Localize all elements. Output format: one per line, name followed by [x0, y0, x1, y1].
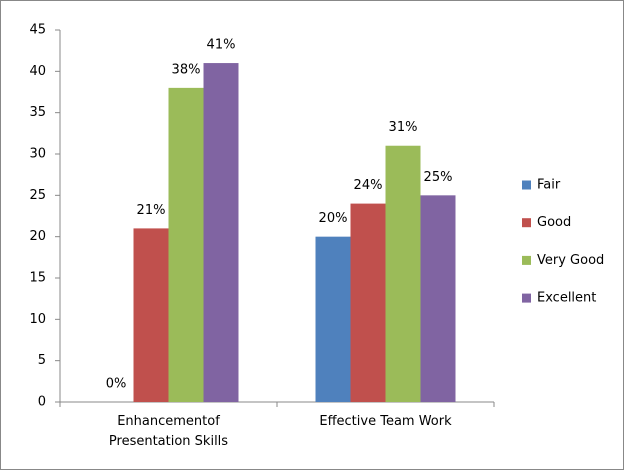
data-label: 24% — [354, 178, 383, 193]
legend-label: Good — [537, 215, 571, 230]
data-label: 41% — [207, 38, 236, 53]
y-tick-label: 0 — [38, 395, 46, 410]
legend-label: Very Good — [537, 253, 604, 268]
data-label: 20% — [319, 211, 348, 226]
legend-label: Fair — [537, 178, 561, 193]
bar — [168, 87, 204, 402]
y-tick-label: 30 — [29, 147, 46, 162]
data-label: 25% — [424, 170, 453, 185]
legend-label: Excellent — [537, 291, 596, 306]
bar — [315, 236, 351, 402]
data-label: 21% — [137, 203, 166, 218]
y-tick-label: 20 — [29, 229, 46, 244]
data-label: 38% — [172, 62, 201, 77]
y-tick-label: 5 — [38, 353, 46, 368]
y-tick-label: 15 — [29, 271, 46, 286]
bar — [133, 228, 169, 402]
y-tick-label: 35 — [29, 105, 46, 120]
bar — [350, 203, 386, 402]
data-label: 31% — [389, 120, 418, 135]
x-tick-label: Enhancementof Presentation Skills — [108, 414, 229, 449]
y-tick-label: 25 — [29, 188, 46, 203]
bar — [203, 63, 239, 403]
legend-swatch — [522, 255, 531, 265]
x-tick-label: Effective Team Work — [319, 414, 452, 429]
legend-swatch — [522, 180, 531, 190]
y-tick-label: 10 — [29, 312, 46, 327]
bar — [420, 195, 456, 402]
bar — [385, 145, 421, 402]
legend-swatch — [522, 218, 531, 228]
y-tick-label: 40 — [29, 64, 46, 79]
data-label: 0% — [106, 377, 127, 392]
y-tick-label: 45 — [29, 23, 46, 38]
legend-swatch — [522, 293, 531, 303]
